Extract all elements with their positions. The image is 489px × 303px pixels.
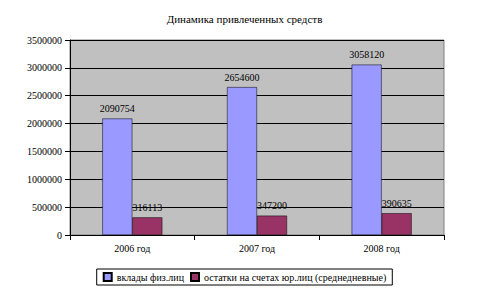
svg-text:1000000: 1000000	[27, 174, 62, 185]
svg-text:остатки на счетах юр.лиц (сред: остатки на счетах юр.лиц (среднедневные)	[204, 272, 386, 284]
svg-text:2654600: 2654600	[225, 72, 260, 83]
svg-text:2007 год: 2007 год	[239, 243, 275, 254]
svg-text:390635: 390635	[382, 198, 412, 209]
svg-text:2000000: 2000000	[27, 118, 62, 129]
svg-text:500000: 500000	[32, 202, 62, 213]
svg-text:2500000: 2500000	[27, 90, 62, 101]
svg-text:3000000: 3000000	[27, 62, 62, 73]
svg-text:0: 0	[57, 230, 62, 241]
svg-text:316113: 316113	[133, 202, 163, 213]
svg-text:2008 год: 2008 год	[364, 243, 400, 254]
svg-text:3500000: 3500000	[27, 35, 62, 46]
svg-text:347200: 347200	[257, 200, 287, 211]
svg-text:2006 год: 2006 год	[114, 243, 150, 254]
svg-text:Динамика привлеченных средств: Динамика привлеченных средств	[167, 13, 323, 25]
svg-text:вклады физ.лиц: вклады физ.лиц	[117, 272, 185, 283]
svg-text:3058120: 3058120	[349, 49, 384, 60]
svg-text:2090754: 2090754	[100, 103, 135, 114]
svg-text:1500000: 1500000	[27, 146, 62, 157]
